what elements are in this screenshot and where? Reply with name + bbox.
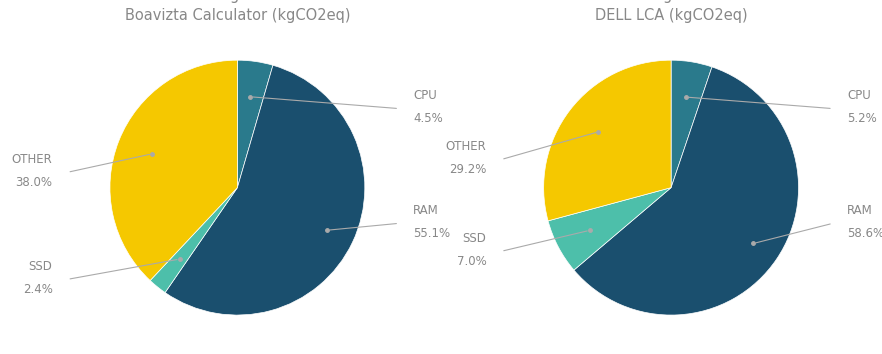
- Text: 5.2%: 5.2%: [847, 112, 877, 125]
- Wedge shape: [237, 60, 273, 188]
- Text: 7.0%: 7.0%: [457, 255, 486, 268]
- Text: 55.1%: 55.1%: [414, 227, 451, 240]
- Text: 38.0%: 38.0%: [16, 176, 53, 189]
- Text: 58.6%: 58.6%: [847, 227, 882, 240]
- Text: OTHER: OTHER: [445, 140, 486, 153]
- Wedge shape: [671, 60, 712, 188]
- Text: SSD: SSD: [29, 260, 53, 273]
- Text: SSD: SSD: [462, 232, 486, 245]
- Text: RAM: RAM: [847, 204, 872, 217]
- Text: 4.5%: 4.5%: [414, 112, 443, 125]
- Wedge shape: [110, 60, 237, 280]
- Text: OTHER: OTHER: [11, 153, 53, 166]
- Text: 2.4%: 2.4%: [23, 283, 53, 296]
- Wedge shape: [548, 188, 671, 270]
- Title: Server Manufacturing GWP Distribution via
Boavizta Calculator (kgCO2eq): Server Manufacturing GWP Distribution vi…: [79, 0, 395, 23]
- Text: CPU: CPU: [847, 89, 871, 102]
- Title: Server Manufacturing GWP Distribution via
DELL LCA (kgCO2eq): Server Manufacturing GWP Distribution vi…: [513, 0, 829, 23]
- Text: 29.2%: 29.2%: [449, 163, 486, 176]
- Text: RAM: RAM: [414, 204, 439, 217]
- Wedge shape: [543, 60, 671, 221]
- Text: CPU: CPU: [414, 89, 437, 102]
- Wedge shape: [150, 188, 237, 292]
- Wedge shape: [574, 67, 798, 315]
- Wedge shape: [165, 65, 365, 315]
